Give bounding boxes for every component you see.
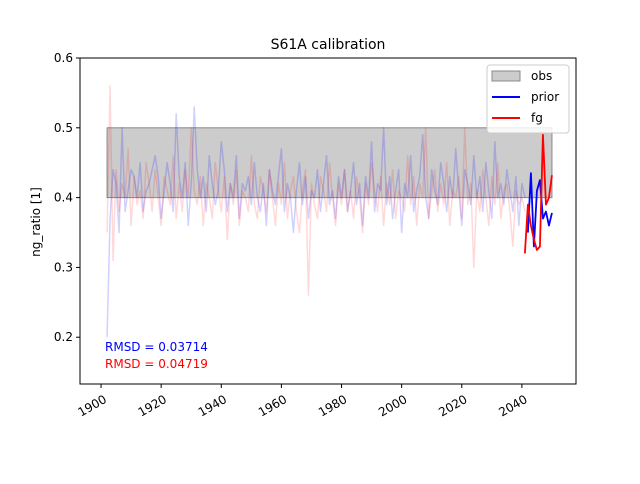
axes-frame (79, 57, 577, 385)
series-line-fg (523, 133, 553, 254)
background-series-line-0 (106, 106, 526, 338)
legend-label-fg: fg (531, 111, 543, 125)
legend-box (486, 64, 570, 134)
legend-label-prior: prior (531, 90, 559, 104)
legend-swatch-obs (491, 70, 521, 82)
y-tick-label: 0.4 (54, 191, 73, 205)
rmsd-annotation-0: RMSD = 0.03714 (105, 340, 208, 354)
legend-label-obs: obs (531, 69, 552, 83)
y-tick-label: 0.3 (54, 260, 73, 274)
y-tick-label: 0.5 (54, 121, 73, 135)
chart-title: S61A calibration (271, 37, 386, 53)
legend: obs prior fg (486, 64, 570, 134)
rmsd-annotation-1: RMSD = 0.04719 (105, 357, 208, 371)
plot-area (106, 85, 553, 338)
series-line-prior (527, 172, 553, 248)
obs-band (106, 127, 553, 199)
background-series-line-1 (106, 85, 526, 297)
y-tick-label: 0.2 (54, 330, 73, 344)
annotations: RMSD = 0.03714 RMSD = 0.04719 (105, 340, 208, 371)
y-tick-label: 0.6 (54, 51, 73, 65)
y-axis-label: ng_ratio [1] (29, 187, 43, 257)
